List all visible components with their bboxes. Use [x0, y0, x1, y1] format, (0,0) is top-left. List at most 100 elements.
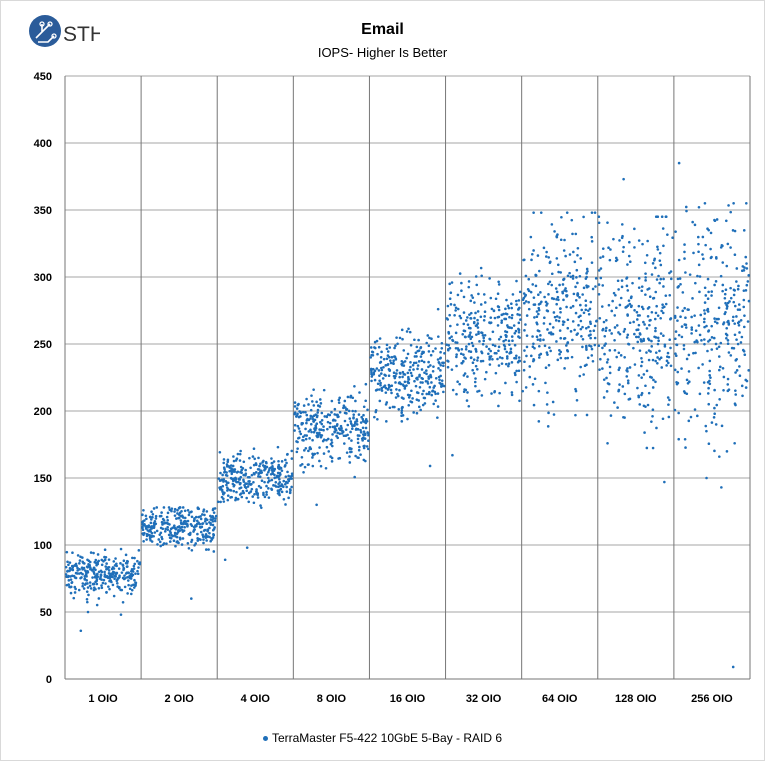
- data-point: [505, 355, 509, 358]
- data-point: [104, 575, 108, 579]
- data-point: [285, 485, 288, 489]
- data-point: [494, 371, 498, 375]
- data-point: [65, 550, 69, 554]
- data-point: [199, 530, 203, 534]
- data-point: [301, 410, 305, 414]
- data-point: [258, 464, 261, 468]
- data-point: [432, 386, 435, 389]
- data-point: [249, 466, 252, 470]
- data-point: [296, 436, 300, 440]
- data-point: [190, 548, 194, 552]
- data-point: [590, 354, 594, 357]
- data-point: [182, 522, 185, 526]
- data-point: [278, 489, 281, 492]
- data-point: [123, 574, 126, 577]
- data-point: [100, 586, 104, 590]
- data-point: [631, 281, 634, 285]
- data-point: [715, 347, 719, 350]
- data-point: [239, 486, 243, 489]
- data-point: [522, 258, 525, 262]
- data-point: [564, 287, 567, 290]
- data-point: [682, 344, 686, 347]
- data-point: [456, 293, 460, 297]
- data-point: [703, 317, 706, 321]
- data-point: [244, 486, 248, 490]
- data-point: [581, 325, 584, 329]
- data-point: [499, 335, 503, 339]
- data-point: [447, 344, 451, 347]
- data-point: [620, 279, 624, 282]
- data-point: [687, 308, 690, 311]
- data-point: [721, 289, 724, 293]
- data-point: [393, 376, 397, 380]
- data-point: [504, 338, 507, 342]
- data-point: [203, 513, 206, 517]
- data-point: [608, 258, 612, 262]
- data-point: [242, 480, 246, 483]
- data-point: [390, 384, 394, 387]
- data-point: [311, 456, 314, 459]
- data-point: [190, 510, 193, 513]
- data-point: [693, 408, 697, 411]
- data-point: [667, 415, 671, 419]
- data-point: [439, 363, 443, 367]
- data-point: [114, 572, 118, 576]
- data-point: [305, 434, 309, 437]
- data-point: [684, 271, 687, 274]
- data-point: [418, 405, 421, 409]
- data-point: [361, 417, 365, 421]
- data-point: [516, 313, 519, 316]
- data-point: [299, 415, 302, 418]
- data-point: [251, 495, 255, 498]
- data-point: [211, 508, 215, 512]
- data-point: [455, 392, 458, 396]
- data-point: [576, 281, 579, 285]
- data-point: [262, 459, 265, 463]
- data-point: [339, 424, 343, 428]
- data-point: [315, 503, 318, 507]
- data-point: [326, 420, 330, 424]
- data-point: [607, 246, 610, 250]
- data-point: [636, 318, 639, 321]
- data-point: [603, 344, 606, 347]
- data-point: [207, 548, 210, 551]
- data-point: [400, 359, 404, 363]
- data-point: [731, 315, 735, 319]
- data-point: [307, 403, 310, 406]
- data-point: [721, 283, 725, 287]
- data-point: [614, 259, 618, 263]
- data-point: [555, 315, 559, 318]
- data-point: [464, 388, 468, 392]
- data-point: [316, 411, 320, 414]
- data-point: [654, 329, 657, 333]
- data-point: [576, 294, 579, 297]
- data-point: [589, 329, 592, 333]
- data-point: [475, 283, 479, 287]
- data-point: [583, 364, 587, 368]
- data-point: [69, 568, 73, 571]
- data-point: [690, 328, 694, 331]
- data-point: [468, 313, 471, 316]
- data-point: [709, 231, 713, 235]
- data-point: [566, 341, 570, 344]
- data-point: [479, 315, 483, 319]
- data-point: [406, 352, 410, 356]
- data-point: [259, 486, 263, 489]
- data-point: [626, 313, 629, 316]
- data-point: [527, 307, 531, 311]
- data-point: [551, 400, 555, 404]
- data-point: [738, 365, 741, 368]
- data-point: [89, 566, 92, 569]
- data-point: [316, 451, 319, 455]
- data-point: [684, 446, 687, 449]
- data-point: [277, 459, 280, 463]
- data-point: [587, 325, 590, 329]
- data-point: [604, 342, 607, 345]
- data-point: [580, 334, 583, 338]
- data-point: [222, 458, 226, 461]
- data-point: [606, 221, 609, 224]
- data-point: [637, 374, 641, 377]
- data-point: [717, 345, 721, 349]
- data-point: [713, 320, 717, 323]
- data-point: [325, 415, 329, 419]
